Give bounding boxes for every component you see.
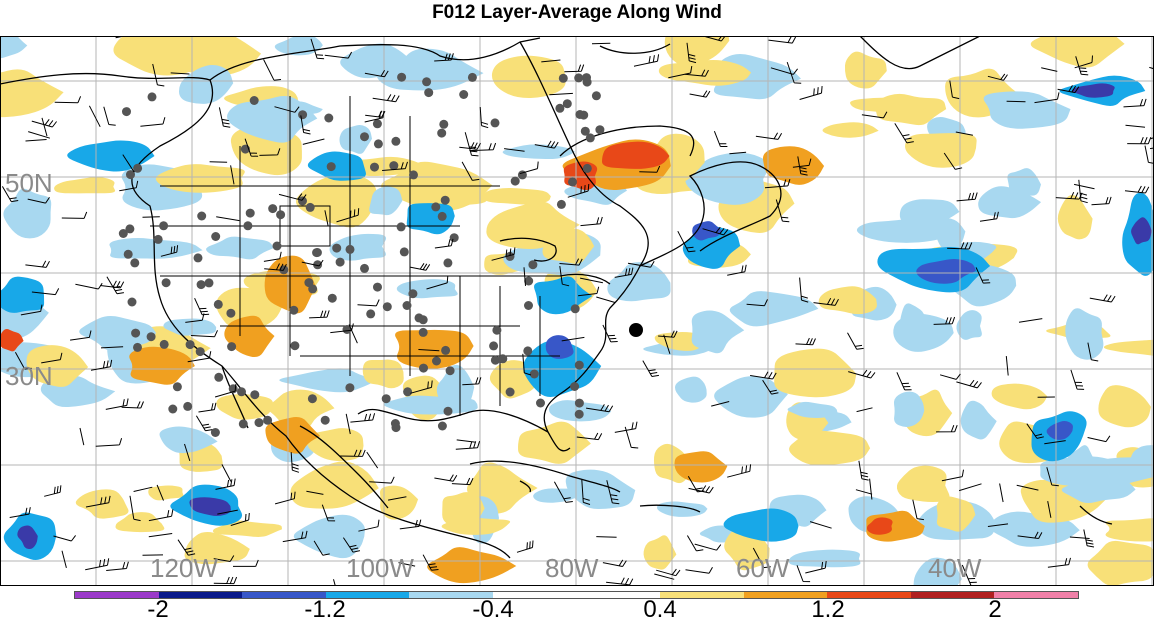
state-borders <box>150 96 560 416</box>
lon-label-40w: 40W <box>928 553 982 583</box>
colorbar-swatch <box>660 592 744 598</box>
highlight-marker <box>629 323 643 337</box>
colorbar-label-neg2: -2 <box>147 596 169 623</box>
lon-label-60w: 60W <box>736 553 790 583</box>
colorbar-swatch <box>743 592 828 598</box>
colorbar-swatch <box>576 592 661 598</box>
coastlines-and-borders <box>0 36 1113 559</box>
lon-label-80w: 80W <box>545 553 599 583</box>
lat-label-50n: 50N <box>5 168 53 198</box>
colorbar-swatch <box>75 592 159 598</box>
colorbar-swatch <box>994 592 1078 598</box>
map-title: F012 Layer-Average Along Wind <box>432 2 722 23</box>
lon-label-100w: 100W <box>346 553 414 583</box>
map-canvas <box>0 36 1154 586</box>
colorbar-swatch <box>492 592 577 598</box>
lon-label-120w: 120W <box>150 553 218 583</box>
colorbar-swatch <box>409 592 493 598</box>
lat-label-30n: 30N <box>5 361 53 391</box>
colorbar-label-neg0-4: -0.4 <box>472 596 514 623</box>
wind-barbs <box>1 36 1154 586</box>
shaded-anomaly-field <box>0 36 1154 586</box>
colorbar-label-0-4: 0.4 <box>643 596 677 623</box>
colorbar-swatch <box>910 592 995 598</box>
colorbar <box>74 591 1079 599</box>
colorbar-label-neg1-2: -1.2 <box>304 596 346 623</box>
colorbar-label-1-2: 1.2 <box>811 596 845 623</box>
colorbar-swatch <box>158 592 243 598</box>
colorbar-swatch <box>827 592 911 598</box>
colorbar-swatch <box>242 592 326 598</box>
colorbar-label-2: 2 <box>988 596 1002 623</box>
colorbar-swatch <box>325 592 410 598</box>
map-panel <box>0 36 1154 586</box>
